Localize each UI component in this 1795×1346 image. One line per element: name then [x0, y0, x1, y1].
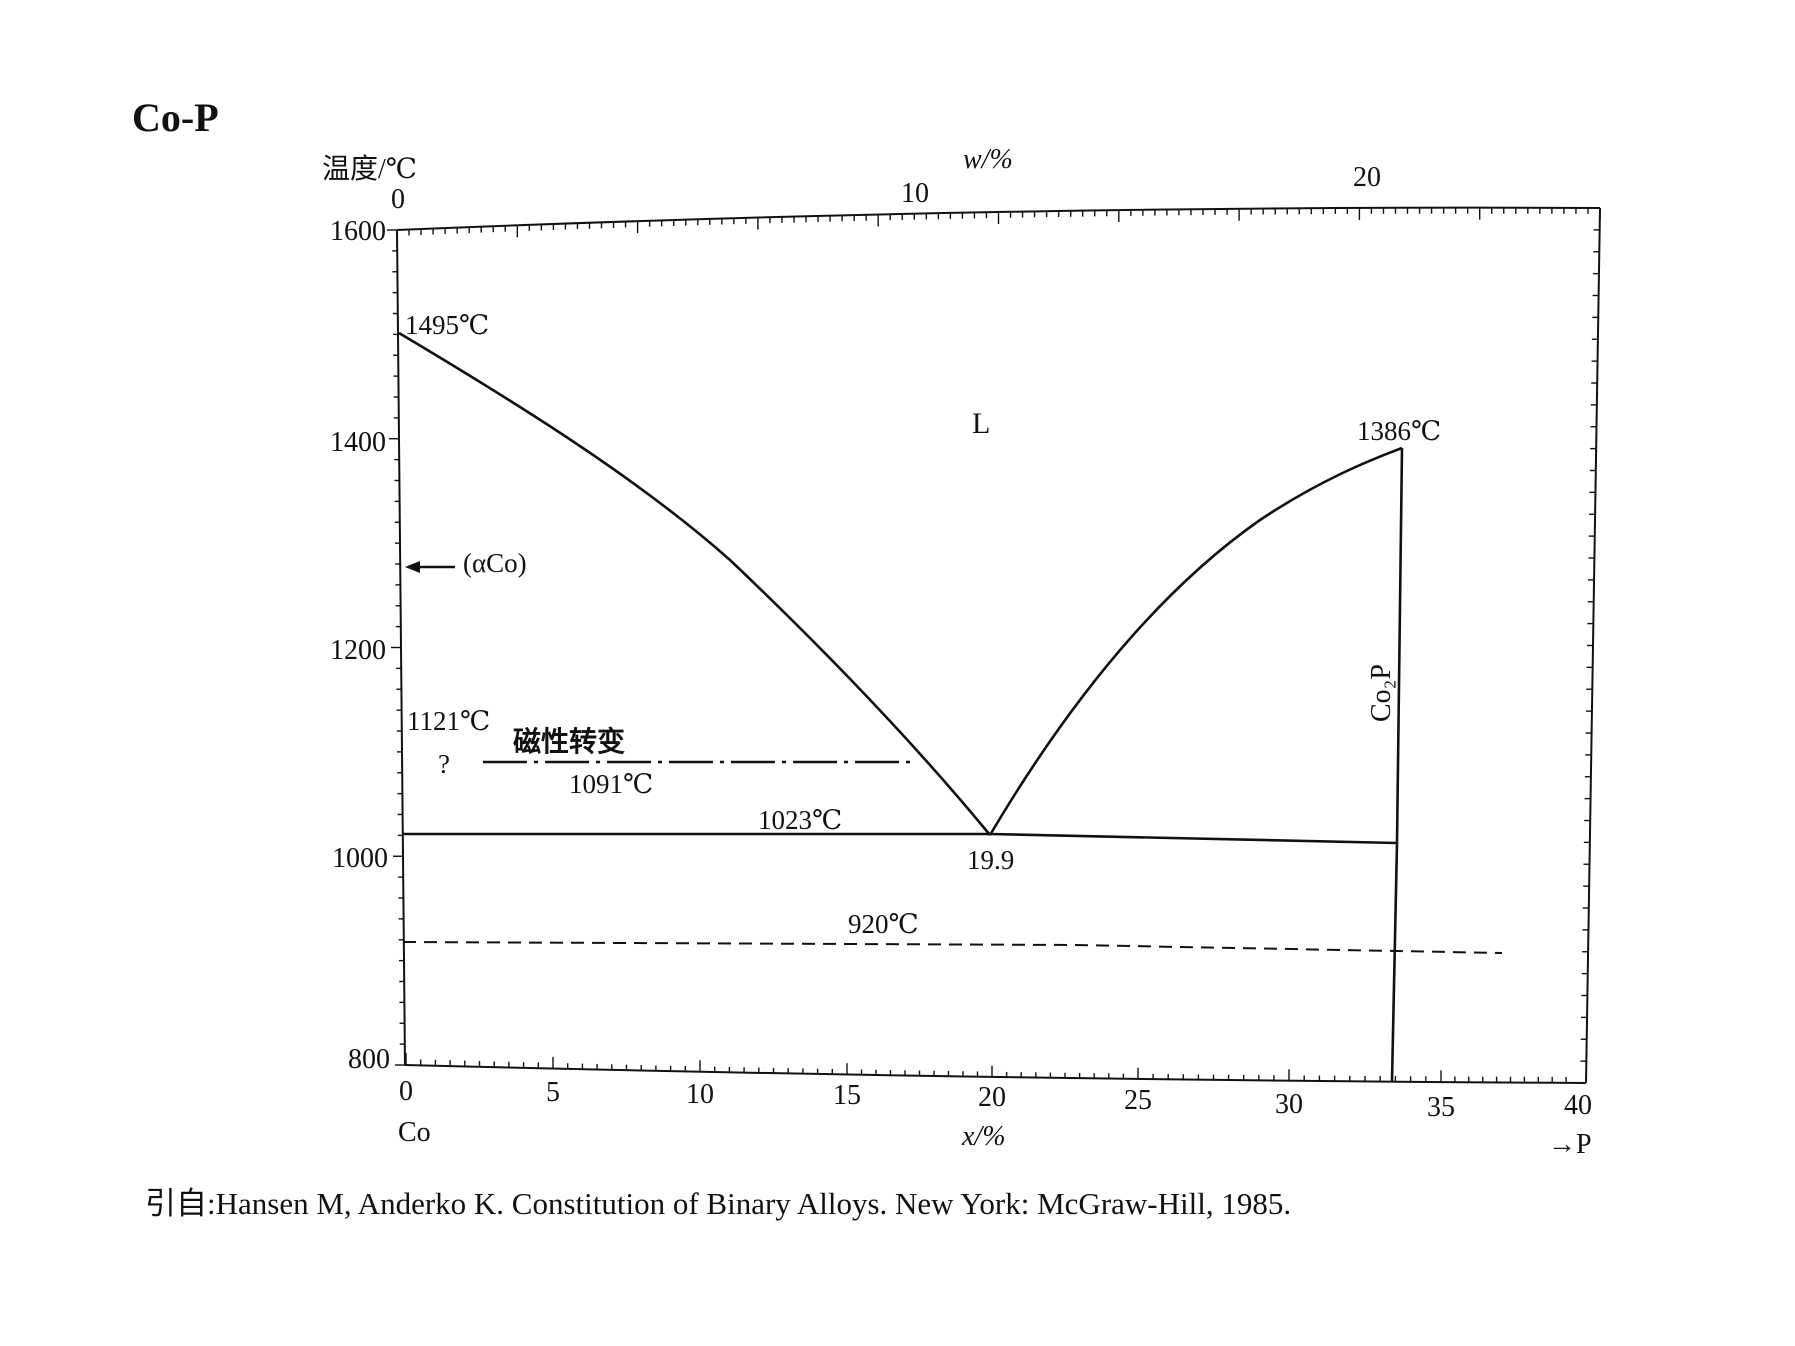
y-tick-labels: 1600 1400 1200 1000 800	[330, 216, 390, 1075]
top-tick-labels: 0 10 20	[391, 162, 1381, 215]
top-tick-label: 0	[391, 184, 405, 215]
top-axis-title: w/%	[963, 144, 1013, 175]
bottom-tick-label: 40	[1564, 1090, 1592, 1121]
frame-top	[396, 206, 1601, 231]
bottom-tick-label: 5	[546, 1077, 560, 1108]
magnetic-transition-label: 磁性转变	[513, 725, 625, 758]
eutectic-line	[402, 832, 1398, 845]
liquidus-left-curve	[398, 331, 992, 836]
tick-marks	[387, 207, 1601, 1084]
line-920	[402, 941, 1503, 954]
bottom-tick-label: 10	[686, 1079, 714, 1110]
liquid-region-label: L	[972, 407, 990, 440]
y-tick-label: 1000	[332, 843, 388, 874]
eutectic-temp-label: 1023℃	[758, 805, 842, 835]
phase-lines	[398, 331, 1503, 1082]
bottom-axis-title: x/%	[961, 1121, 1006, 1152]
bottom-tick-label: 25	[1124, 1085, 1152, 1116]
bottom-right-label: →P	[1548, 1129, 1592, 1160]
bottom-tick-label: 30	[1275, 1089, 1303, 1120]
diagram-title: Co-P	[132, 95, 219, 140]
bottom-left-label: Co	[398, 1117, 431, 1148]
source-caption: 引自:Hansen M, Anderko K. Constitution of …	[145, 1186, 1292, 1221]
alpha-co-arrow	[405, 561, 455, 573]
bottom-tick-label: 35	[1427, 1092, 1455, 1123]
co-melting-temp: 1495℃	[405, 310, 489, 340]
frame-bottom	[404, 1064, 1587, 1084]
co2p-melting-temp: 1386℃	[1357, 416, 1441, 446]
y-axis-title: 温度/℃	[322, 153, 417, 185]
y-tick-label: 800	[348, 1044, 390, 1075]
temp-1121-label: 1121℃	[407, 706, 490, 736]
temp-920-label: 920℃	[848, 909, 919, 939]
co2p-compound-line	[1390, 447, 1404, 1082]
question-mark: ?	[438, 749, 450, 779]
bottom-tick-labels: 0 5 10 15 20 25 30 35 40	[399, 1076, 1592, 1123]
bottom-tick-label: 0	[399, 1076, 413, 1107]
bottom-tick-label: 15	[833, 1080, 861, 1111]
y-tick-label: 1600	[330, 216, 386, 247]
eutectic-composition-label: 19.9	[967, 845, 1014, 875]
liquidus-right-curve	[988, 446, 1403, 836]
y-tick-label: 1200	[330, 635, 386, 666]
alpha-co-label: (αCo)	[463, 548, 527, 578]
temp-1091-label: 1091℃	[569, 769, 653, 799]
bottom-tick-label: 20	[978, 1082, 1006, 1113]
y-tick-label: 1400	[330, 427, 386, 458]
top-tick-label: 20	[1353, 162, 1381, 193]
top-tick-label: 10	[901, 178, 929, 209]
co2p-compound-label: Co₂P	[1366, 664, 1397, 722]
